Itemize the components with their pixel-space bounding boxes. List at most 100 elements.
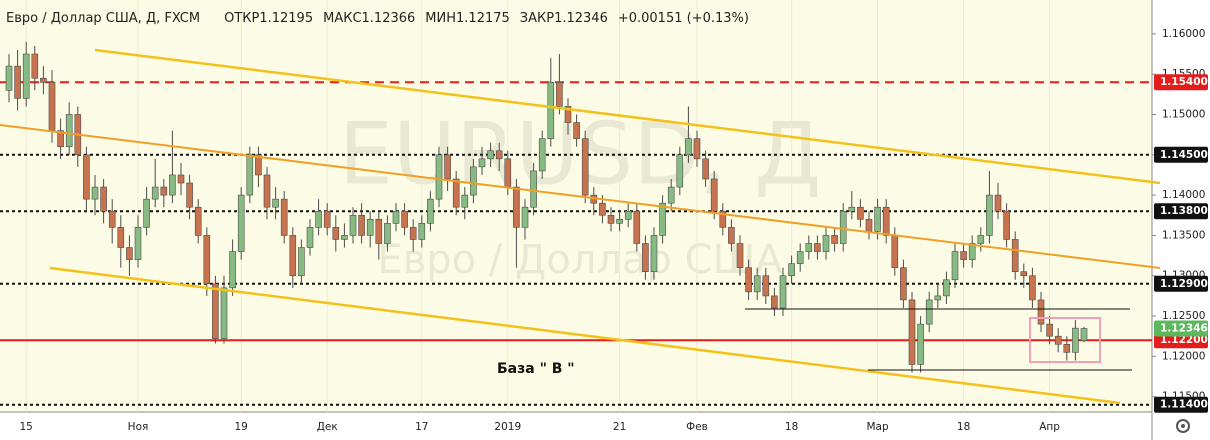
- candle-body: [366, 219, 374, 236]
- candle-body: [1046, 323, 1053, 337]
- candle-body: [1011, 239, 1019, 273]
- candle-body: [1072, 327, 1079, 353]
- candle-body: [1054, 335, 1062, 345]
- last-price-label: 1.12346: [1160, 322, 1208, 334]
- candle-body: [57, 130, 64, 148]
- candle-body: [882, 206, 890, 236]
- ohlc-value: 1.12175: [456, 11, 510, 26]
- annotation: База " В ": [497, 361, 575, 377]
- candle-body: [263, 174, 271, 208]
- candle-body: [513, 186, 520, 228]
- x-tick-label: 2019: [494, 421, 521, 433]
- level-badge: [1154, 203, 1208, 220]
- candle-body: [951, 251, 959, 281]
- candle-body: [169, 174, 176, 196]
- candle-body: [736, 243, 744, 268]
- candle-body: [392, 210, 400, 224]
- candle-body: [1037, 299, 1045, 325]
- level-badge: [1154, 275, 1208, 292]
- candle-body: [693, 138, 701, 160]
- candle-body: [1020, 271, 1028, 277]
- candle-body: [332, 227, 340, 240]
- candle-body: [194, 206, 202, 236]
- ohlc-value: 1.12346: [554, 11, 608, 26]
- trend-line: [0, 124, 1161, 269]
- candle-body: [177, 174, 185, 184]
- candle-body: [40, 77, 47, 83]
- ohlc-label: МАКС: [323, 11, 361, 26]
- candle-body: [203, 235, 211, 285]
- candle-body: [994, 194, 1002, 212]
- candle-body: [237, 194, 245, 252]
- candle-body: [779, 275, 787, 309]
- candle-body: [1080, 328, 1088, 341]
- candle-body: [556, 81, 563, 107]
- candle-body: [796, 251, 804, 264]
- level-badge: [1154, 396, 1208, 413]
- candle-body: [349, 214, 357, 236]
- trend-line: [49, 266, 1121, 405]
- candle-body: [771, 295, 778, 309]
- candle-body: [401, 210, 408, 228]
- candle-body: [504, 158, 512, 188]
- candle-body: [564, 106, 572, 123]
- settings-icon[interactable]: [1176, 419, 1190, 433]
- candle-body: [934, 295, 942, 301]
- gear[interactable]: [1176, 419, 1190, 433]
- last-price-badge: [1154, 320, 1208, 337]
- y-tick-label: 1.16000: [1162, 28, 1205, 40]
- candle-body: [323, 210, 331, 228]
- candle-body: [925, 299, 933, 325]
- candle-body: [108, 210, 116, 228]
- level-label: 1.12200: [1160, 334, 1208, 346]
- candle-body: [255, 154, 262, 176]
- candle-body: [100, 186, 107, 212]
- y-tick-label: 1.13500: [1162, 229, 1205, 241]
- candle-body: [14, 65, 21, 99]
- candle-body: [822, 235, 830, 252]
- candle-body: [865, 219, 873, 232]
- candle-body: [315, 210, 322, 228]
- change-label: +0.00151 (+0.13%): [618, 11, 749, 26]
- candle-body: [220, 287, 228, 339]
- candle-body: [31, 53, 39, 79]
- level-label: 1.11400: [1160, 399, 1208, 411]
- candle-body: [986, 194, 993, 236]
- x-tick-label: 21: [613, 421, 626, 433]
- candle-body: [5, 65, 13, 91]
- candle-body: [495, 150, 503, 160]
- candle-body: [650, 235, 658, 273]
- watermark: EURUSD, Д: [339, 104, 822, 204]
- candle-body: [470, 166, 477, 196]
- candle-body: [616, 219, 623, 224]
- candle-body: [151, 186, 159, 200]
- candle-body: [831, 235, 838, 244]
- candle-body: [521, 206, 529, 228]
- candle-body: [1029, 275, 1036, 301]
- x-tick-label: 15: [20, 421, 33, 433]
- candle-body: [229, 251, 236, 289]
- candle-body: [719, 210, 727, 228]
- candle-body: [676, 154, 684, 188]
- candle-body: [427, 198, 434, 224]
- candle-body: [728, 227, 735, 244]
- candle-body: [22, 53, 30, 99]
- candle-body: [839, 210, 847, 244]
- ohlc-label: ЗАКР: [520, 11, 554, 26]
- y-tick-label: 1.15000: [1162, 108, 1205, 120]
- candle-body: [814, 243, 821, 252]
- symbol-title: Евро / Доллар США, Д, FXCM: [6, 11, 200, 26]
- candle-body: [289, 235, 297, 277]
- candle-body: [452, 178, 460, 208]
- y-tick-label: 1.12000: [1162, 350, 1205, 362]
- x-tick-label: Ноя: [128, 421, 149, 433]
- candle-body: [547, 81, 555, 139]
- x-tick-label: 18: [957, 421, 970, 433]
- candle-body: [272, 198, 279, 208]
- level-label: 1.14500: [1160, 149, 1208, 161]
- x-tick-label: Апр: [1039, 421, 1060, 433]
- candle-body: [280, 198, 288, 236]
- trend-line: [94, 48, 1161, 185]
- candle-body: [409, 227, 417, 240]
- candle-body: [91, 186, 99, 200]
